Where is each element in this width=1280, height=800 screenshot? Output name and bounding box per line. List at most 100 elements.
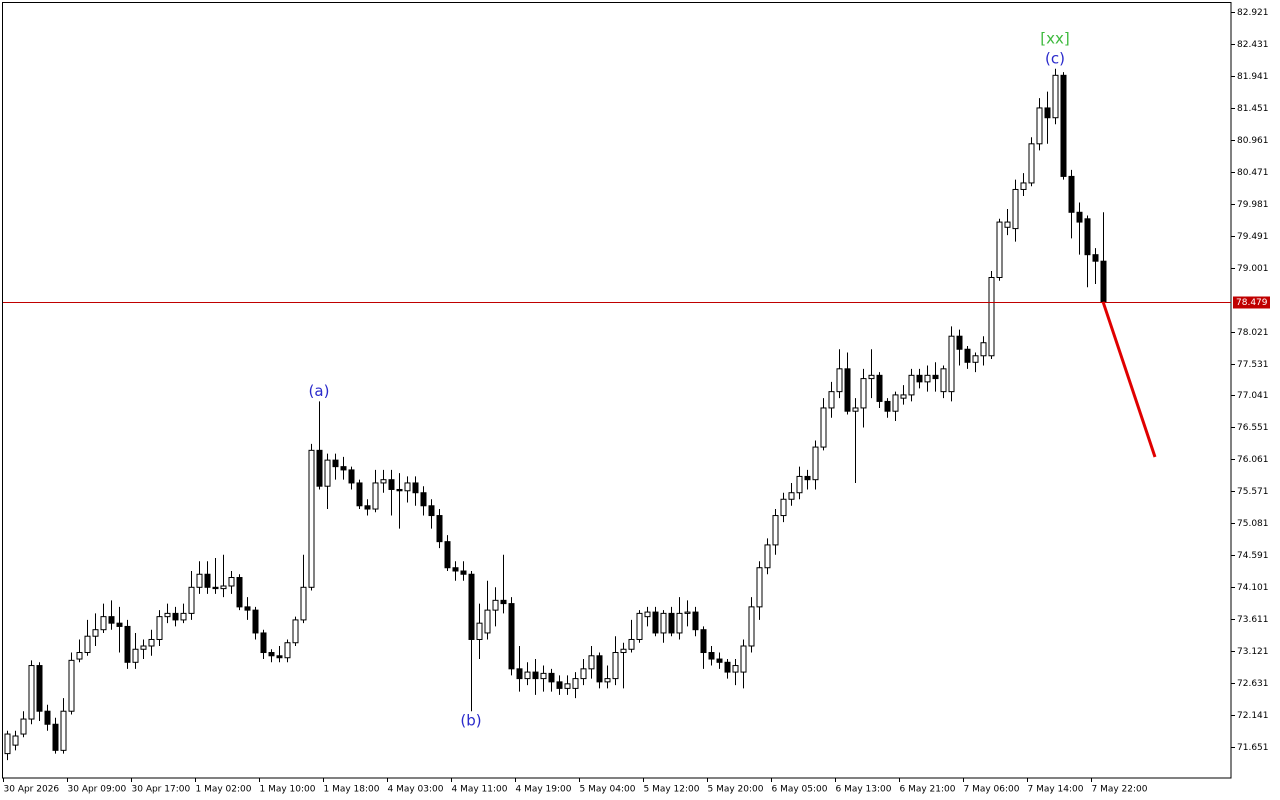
y-tick-label: 74.591 [1237,551,1269,561]
candle-body [132,648,139,663]
candle-body [596,655,603,683]
candle-body [420,492,427,507]
candle-body [340,466,347,471]
candle-body [1092,254,1099,262]
candle-body [828,391,835,409]
x-tick-label: 7 May 06:00 [964,785,1020,795]
candle-body [748,606,755,647]
y-tick-label: 81.451 [1237,104,1269,114]
candle-body [20,718,27,735]
candle-body [140,645,147,650]
x-tick-label: 4 May 19:00 [516,785,572,795]
candle-body [252,609,259,634]
x-tick-label: 6 May 21:00 [900,785,956,795]
candle-body [292,619,299,644]
candle-body [28,665,35,720]
x-tick-label: 7 May 22:00 [1092,785,1148,795]
candle-body [876,374,883,402]
y-tick-label: 75.081 [1237,519,1269,529]
y-tick-label: 73.611 [1237,615,1269,625]
candle-body [916,374,923,383]
candle-body [260,632,267,654]
x-tick-label: 30 Apr 2026 [4,785,60,795]
y-tick-label: 77.041 [1237,391,1269,401]
candle-body [684,611,691,614]
candle-body [324,459,331,487]
candle-body [548,672,555,683]
candle-body [972,355,979,363]
candle-body [844,368,851,412]
candle-body [52,723,59,751]
x-tick-label: 30 Apr 17:00 [132,785,191,795]
wave-label: [xx] [1040,29,1069,47]
candle-body [1060,74,1067,177]
candle-body [44,710,51,725]
x-tick-label: 1 May 18:00 [324,785,380,795]
candle-body [1028,143,1035,184]
candle-body [868,374,875,380]
candle-body [812,446,819,481]
candle-body [884,400,891,412]
candle-body [852,407,859,412]
candle-body [988,277,995,357]
price-label: 78.479 [1236,298,1268,308]
candle-body [836,368,843,393]
candle-body [1076,211,1083,223]
x-tick-label: 6 May 05:00 [772,785,828,795]
candle-body [244,606,251,611]
candle-body [892,394,899,412]
candle-body [300,586,307,621]
candle-body [204,573,211,588]
x-tick-label: 1 May 10:00 [260,785,316,795]
candle-body [764,544,771,569]
candle-body [100,616,107,631]
candle-body [796,475,803,494]
candle-body [236,577,243,608]
candle-body [756,567,763,608]
candle-body [276,655,283,659]
candle-body [1036,107,1043,145]
candle-body [148,638,155,647]
candle-body [580,668,587,680]
price-label-box [1233,296,1270,309]
y-tick-label: 77.531 [1237,360,1269,370]
candle-body [116,622,123,627]
candle-body [668,612,675,634]
candle-body [772,515,779,546]
candle-body [308,449,315,588]
candle-body [908,374,915,396]
y-tick-label: 79.491 [1237,232,1269,242]
candle-body [628,638,635,650]
candle-body [716,658,723,663]
candle-body [92,629,99,637]
candle-body [188,586,195,614]
candle-body [372,482,379,510]
candle-body [1068,175,1075,213]
candle-body [604,678,611,683]
candle-body [468,573,475,640]
wave-label: (c) [1045,49,1065,67]
x-tick-label: 5 May 04:00 [580,785,636,795]
candle-body [956,335,963,350]
candle-body [36,665,43,712]
candle-body [932,374,939,380]
candle-body [564,683,571,689]
y-tick-label: 75.571 [1237,487,1269,497]
candle-body [4,733,11,755]
candle-body [804,475,811,481]
x-tick-label: 4 May 03:00 [388,785,444,795]
candle-body [212,586,219,590]
candle-body [1052,74,1059,119]
candle-body [532,671,539,680]
candle-body [924,374,931,383]
wave-label: (b) [460,712,481,730]
candle-body [700,629,707,654]
candle-body [732,665,739,673]
candle-body [412,482,419,494]
candle-body [164,612,171,618]
candle-body [428,505,435,517]
candle-body [1044,107,1051,119]
x-tick-label: 7 May 14:00 [1028,785,1084,795]
x-tick-label: 1 May 02:00 [196,785,252,795]
